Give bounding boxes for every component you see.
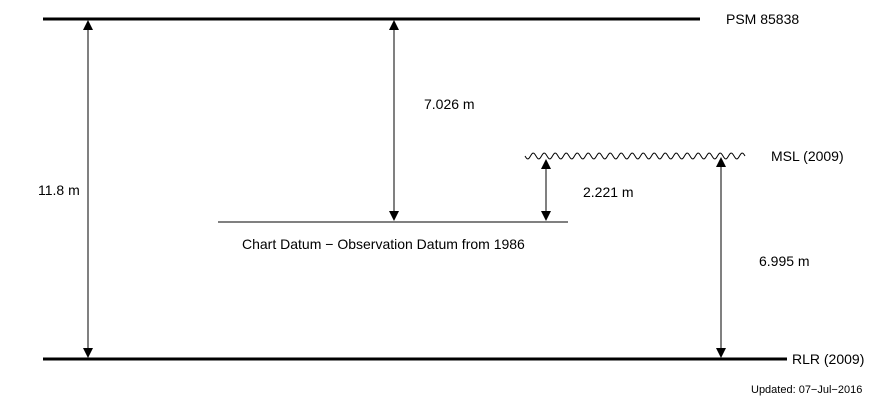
updated-footer: Updated: 07−Jul−2016 <box>751 384 863 396</box>
msl-wave-line <box>524 152 746 160</box>
psm-label: PSM 85838 <box>726 11 800 27</box>
msl-to-rlr-label: 6.995 m <box>759 253 810 269</box>
psm-to-chart-label: 7.026 m <box>424 96 475 112</box>
msl-to-chart-label: 2.221 m <box>583 184 634 200</box>
msl-label: MSL (2009) <box>771 148 844 164</box>
rlr-label: RLR (2009) <box>792 351 865 367</box>
chart-datum-label: Chart Datum − Observation Datum from 198… <box>242 236 525 252</box>
total-height-label: 11.8 m <box>38 182 80 198</box>
